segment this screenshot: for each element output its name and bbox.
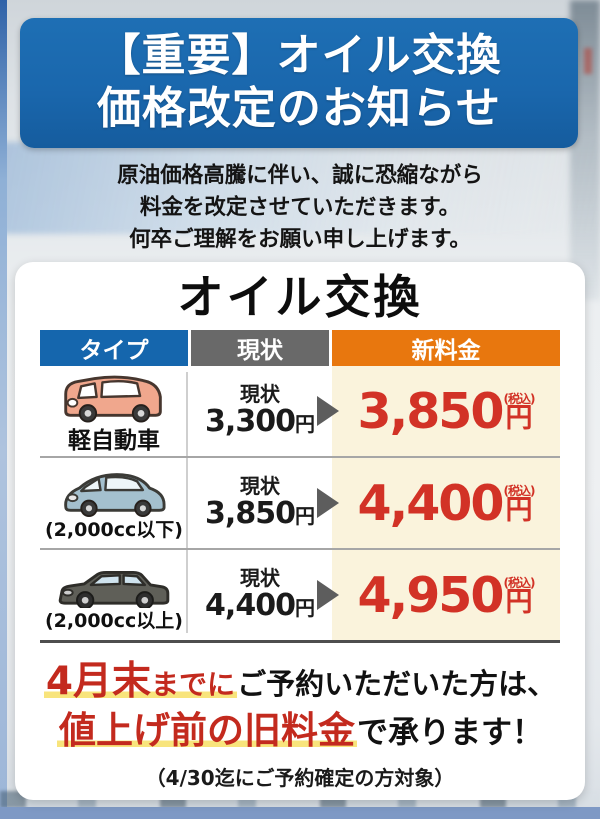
arrow-right-icon [317,396,339,426]
vehicle-label: 軽自動車 [68,428,160,454]
column-header-new: 新料金 [332,330,560,366]
arrow-right-icon [317,580,339,610]
current-price-cell: 現状 3,300円 [191,366,329,456]
arrow-right-icon [317,488,339,518]
current-price-unit: 円 [294,595,315,620]
table-bottom-rule [40,640,560,643]
promo-message: 4月末までにご予約いただいた方は、 値上げ前の旧料金で承ります！ （4/30迄に… [15,656,585,791]
current-price-unit: 円 [294,503,315,528]
card-title: オイル交換 [177,270,423,324]
photo-left-edge [0,0,7,819]
current-label: 現状 [240,473,280,498]
new-price-value: 3,850 [357,382,505,440]
notice-banner: 【重要】オイル交換 価格改定のお知らせ [20,18,578,148]
new-price-cell: 4,400 (税込) 円 [317,458,560,548]
tax-included-note: (税込) [503,483,536,498]
new-price-cell: 4,950 (税込) 円 [317,550,560,640]
promo-old-price-emphasis: 値上げ前の旧料金 [59,709,355,753]
vehicle-label: (2,000cc以上) [45,609,183,632]
promo-line-2: 値上げ前の旧料金で承ります！ [15,707,585,756]
intro-text: 原油価格高騰に伴い、誠に恐縮ながら 料金を改定させていただきます。 何卒ご理解を… [0,160,600,255]
promo-line-1-rest: ご予約いただいた方は、 [237,667,557,701]
tax-included-note: (税込) [503,575,536,590]
column-divider [186,372,188,633]
column-header-type: タイプ [40,330,188,366]
current-price-unit: 円 [294,411,315,436]
photo-floor-stripe [0,142,600,234]
promo-deadline-small: までに [151,668,236,701]
current-price-cell: 現状 3,850円 [191,458,329,548]
new-price-unit: 円 [505,494,533,526]
promo-line-1: 4月末までにご予約いただいた方は、 [15,656,585,707]
vehicle-cell: (2,000cc以上) [40,550,188,640]
tax-included-note: (税込) [503,391,536,406]
row-separator [40,456,560,458]
new-price-unit: 円 [505,402,533,434]
intro-line-3: 何卒ご理解をお願い申し上げます。 [129,226,471,252]
price-card: オイル交換 タイプ 現状 新料金 [15,262,585,800]
promo-note: （4/30迄にご予約確定の方対象） [145,766,455,791]
banner-title-line-2: 価格改定のお知らせ [96,83,502,134]
current-label: 現状 [240,381,280,406]
row-separator [40,548,560,550]
intro-line-1: 原油価格高騰に伴い、誠に恐縮ながら [117,163,483,188]
photo-red-sign [584,48,592,74]
price-table: タイプ 現状 新料金 [40,330,560,643]
vehicle-label: (2,000cc以下) [45,518,183,541]
compact-car-icon [64,472,166,517]
table-body: 軽自動車 現状 3,300円 3,850 (税込) 円 [40,366,560,643]
table-header-row: タイプ 現状 新料金 [40,330,560,366]
bottom-blue-bar [0,807,600,819]
current-price-value: 3,850 [205,495,296,531]
new-price-value: 4,400 [357,474,505,532]
promo-line-2-rest: で承ります！ [357,715,543,752]
kei-car-icon [64,375,162,423]
intro-line-2: 料金を改定させていただきます。 [139,194,461,220]
new-price-column-background [332,366,560,643]
table-row: (2,000cc以上) 現状 4,400円 4,950 (税込) 円 [40,550,560,640]
current-price-value: 4,400 [205,587,296,623]
new-price-value: 4,950 [357,566,505,624]
vehicle-cell: (2,000cc以下) [40,458,188,548]
new-price-unit: 円 [505,586,533,618]
table-row: (2,000cc以下) 現状 3,850円 4,400 (税込) 円 [40,458,560,548]
current-price-value: 3,300 [205,403,296,439]
banner-title-line-1: 【重要】オイル交換 [96,30,502,82]
sedan-car-icon [58,570,170,608]
current-label: 現状 [240,565,280,590]
vehicle-cell: 軽自動車 [40,366,188,456]
column-header-current: 現状 [191,330,329,366]
new-price-cell: 3,850 (税込) 円 [317,366,560,456]
current-price-cell: 現状 4,400円 [191,550,329,640]
table-row: 軽自動車 現状 3,300円 3,850 (税込) 円 [40,366,560,456]
promo-deadline-large: 4月末 [45,659,152,704]
